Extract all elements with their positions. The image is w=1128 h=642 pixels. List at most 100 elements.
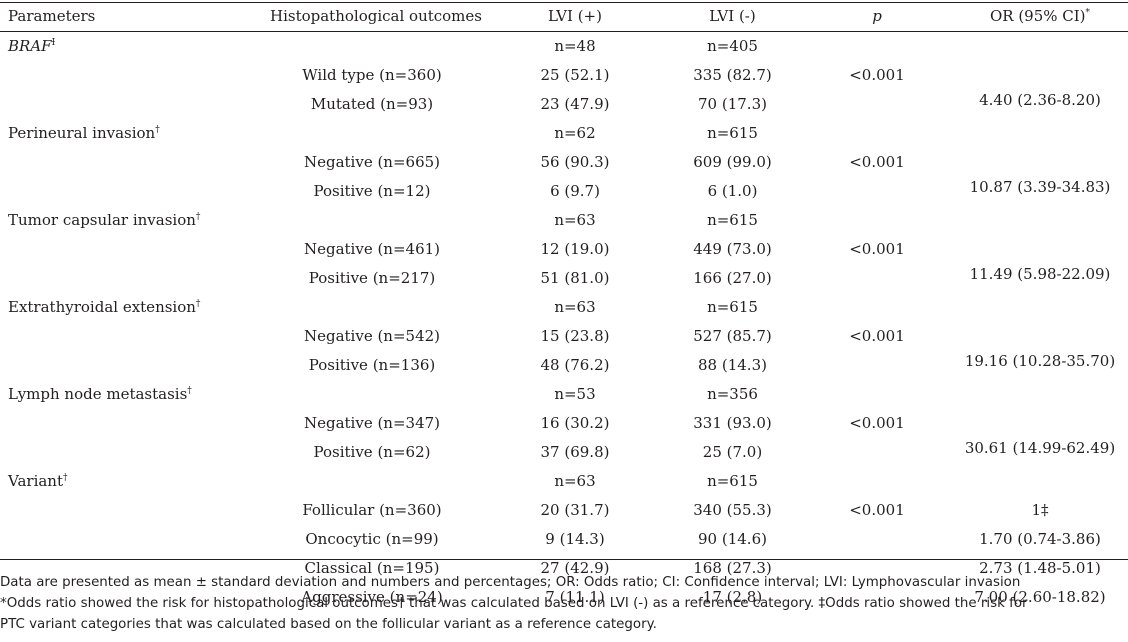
- group-n-lvi-positive: n=62: [554, 124, 596, 142]
- table-row: Positive (n=217) 51 (81.0) 166 (27.0): [0, 264, 1128, 293]
- table-row: Aggressive (n=24) 7 (11.1) 17 (2.8) 7.00 (2…: [0, 583, 1128, 612]
- outcome-label: Follicular (n=360): [302, 501, 442, 519]
- outcome-label: Mutated (n=93): [310, 95, 434, 113]
- outcome-label: Positive (n=217): [308, 269, 436, 287]
- lvi-negative-value: 331 (93.0): [693, 414, 772, 432]
- parameter-mark: †: [187, 386, 192, 396]
- table-row: Classical (n=195) 27 (42.9) 168 (27.3) 2.73…: [0, 554, 1128, 583]
- group-row: Lymph node metastasis† n=53 n=356: [0, 380, 1128, 409]
- outcome-label: Negative (n=347): [303, 414, 441, 432]
- lvi-positive-value: 51 (81.0): [540, 269, 610, 287]
- odds-ratio-value: 30.61 (14.99-62.49): [964, 438, 1116, 457]
- parameter-label: Extrathyroidal extension: [8, 298, 196, 316]
- parameter-mark: †: [155, 125, 160, 135]
- lvi-positive-value: 48 (76.2): [540, 356, 610, 374]
- parameter-label: Variant: [8, 472, 63, 490]
- group-n-lvi-positive: n=63: [554, 472, 596, 490]
- outcome-label: Negative (n=461): [303, 240, 441, 258]
- lvi-negative-value: 527 (85.7): [693, 327, 772, 345]
- lvi-positive-value: 56 (90.3): [540, 153, 610, 171]
- table-header-rule: [0, 31, 1128, 32]
- table-row: Positive (n=12) 6 (9.7) 6 (1.0): [0, 177, 1128, 206]
- header-odds-ratio: OR (95% CI)*: [960, 2, 1120, 31]
- lvi-negative-value: 70 (17.3): [698, 95, 767, 113]
- table-row: Positive (n=62) 37 (69.8) 25 (7.0): [0, 438, 1128, 467]
- header-parameters: Parameters: [8, 7, 96, 25]
- table-row: Follicular (n=360) 20 (31.7) 340 (55.3) <0.…: [0, 496, 1128, 525]
- odds-ratio-value: 10.87 (3.39-34.83): [969, 177, 1111, 196]
- table-top-rule: [0, 2, 1128, 3]
- group-row: BRAFƗ n=48 n=405: [0, 32, 1128, 61]
- header-outcomes: Histopathological outcomes: [270, 7, 482, 25]
- group-row: Variant† n=63 n=615: [0, 467, 1128, 496]
- lvi-positive-value: 16 (30.2): [540, 414, 610, 432]
- group-n-lvi-positive: n=48: [554, 37, 596, 55]
- table-footnotes: Data are presented as mean ± standard de…: [0, 572, 1128, 635]
- lvi-negative-value: 25 (7.0): [702, 443, 763, 461]
- lvi-negative-value: 166 (27.0): [693, 269, 772, 287]
- lvi-negative-value: 609 (99.0): [693, 153, 772, 171]
- table-row: Wild type (n=360) 25 (52.1) 335 (82.7) <0.0…: [0, 61, 1128, 90]
- table-row: Negative (n=665) 56 (90.3) 609 (99.0) <0.00…: [0, 148, 1128, 177]
- header-odds-ratio-mark: *: [1085, 8, 1091, 18]
- outcome-label: Positive (n=12): [313, 182, 431, 200]
- header-odds-ratio-label: OR (95% CI): [989, 7, 1086, 25]
- footnote-abbreviations: Data are presented as mean ± standard de…: [0, 575, 1021, 590]
- lvi-negative-value: 335 (82.7): [693, 66, 772, 84]
- parameter-name: Variant†: [8, 467, 68, 496]
- lvi-positive-value: 27 (42.9): [540, 559, 610, 577]
- odds-ratio-value: 1.70 (0.74-3.86): [979, 530, 1101, 548]
- group-n-lvi-positive: n=63: [554, 211, 596, 229]
- group-n-lvi-negative: n=615: [707, 124, 758, 142]
- group-n-lvi-positive: n=63: [554, 298, 596, 316]
- lvi-positive-value: 6 (9.7): [550, 182, 600, 200]
- lvi-positive-value: 12 (19.0): [540, 240, 610, 258]
- parameter-name: Tumor capsular invasion†: [8, 206, 200, 235]
- table-row: Negative (n=542) 15 (23.8) 527 (85.7) <0.00…: [0, 322, 1128, 351]
- table-header-row: Parameters Histopathological outcomes LV…: [0, 2, 1128, 31]
- odds-ratio-value: 11.49 (5.98-22.09): [969, 264, 1111, 283]
- parameter-label: Lymph node metastasis: [8, 385, 188, 403]
- group-n-lvi-positive: n=53: [554, 385, 596, 403]
- header-p-value: p: [872, 7, 882, 25]
- parameter-label: BRAF: [8, 37, 52, 55]
- group-row: Extrathyroidal extension† n=63 n=615: [0, 293, 1128, 322]
- parameter-mark: †: [195, 212, 201, 222]
- outcome-label: Positive (n=136): [308, 356, 436, 374]
- table-row: Mutated (n=93) 23 (47.9) 70 (17.3): [0, 90, 1128, 119]
- footnote-odds-ratio: *Odds ratio showed the risk for histopat…: [0, 596, 1028, 611]
- lvi-positive-value: 25 (52.1): [540, 66, 610, 84]
- outcome-label: Negative (n=665): [303, 153, 441, 171]
- lvi-negative-value: 90 (14.6): [698, 530, 767, 548]
- group-n-lvi-negative: n=615: [707, 211, 758, 229]
- parameter-name: BRAFƗ: [8, 32, 55, 61]
- outcome-label: Classical (n=195): [304, 559, 440, 577]
- group-n-lvi-negative: n=615: [707, 298, 758, 316]
- parameter-name: Lymph node metastasis†: [8, 380, 192, 409]
- p-value: <0.001: [849, 414, 905, 432]
- parameter-name: Perineural invasion†: [8, 119, 160, 148]
- group-n-lvi-negative: n=356: [707, 385, 758, 403]
- parameter-mark: †: [63, 473, 68, 483]
- table-bottom-rule: [0, 559, 1128, 560]
- outcome-label: Oncocytic (n=99): [305, 530, 439, 548]
- lvi-positive-value: 23 (47.9): [540, 95, 610, 113]
- footnote-variant-reference: PTC variant categories that was calculat…: [0, 617, 657, 632]
- table-row: Negative (n=461) 12 (19.0) 449 (73.0) <0.00…: [0, 235, 1128, 264]
- header-lvi-positive: LVI (+): [548, 7, 602, 25]
- table-row: Positive (n=136) 48 (76.2) 88 (14.3): [0, 351, 1128, 380]
- group-row: Tumor capsular invasion† n=63 n=615: [0, 206, 1128, 235]
- outcome-label: Negative (n=542): [303, 327, 441, 345]
- p-value: <0.001: [849, 240, 905, 258]
- group-n-lvi-negative: n=405: [707, 37, 758, 55]
- outcome-label: Aggressive (n=24): [301, 588, 443, 606]
- parameter-mark: †: [195, 299, 201, 309]
- lvi-negative-value: 168 (27.3): [693, 559, 772, 577]
- parameter-name: Extrathyroidal extension†: [8, 293, 200, 322]
- p-value: <0.001: [849, 501, 905, 519]
- p-value: <0.001: [849, 153, 905, 171]
- odds-ratio-value: 19.16 (10.28-35.70): [964, 351, 1116, 370]
- lvi-negative-value: 340 (55.3): [693, 501, 772, 519]
- table-row: Oncocytic (n=99) 9 (14.3) 90 (14.6) 1.70 (0…: [0, 525, 1128, 554]
- parameter-label: Perineural invasion: [8, 124, 156, 142]
